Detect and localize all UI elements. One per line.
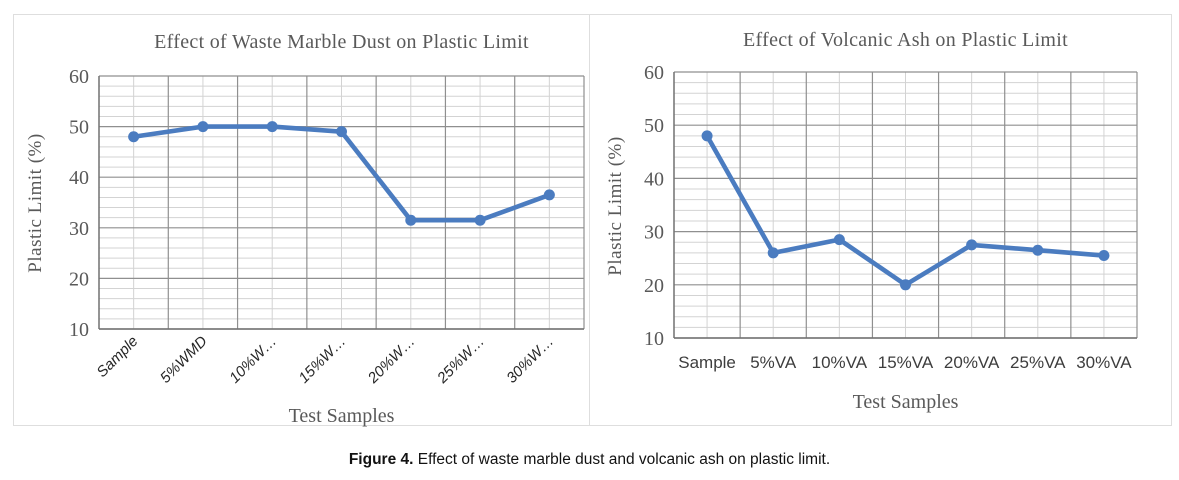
x-tick-label: 25%W… [433,333,488,388]
chart-panel-marble-dust: Effect of Waste Marble Dust on Plastic L… [13,14,590,427]
x-tick-label: 15%W… [295,333,349,387]
y-tick-label: 40 [644,168,664,190]
data-point-marker [1098,250,1110,262]
data-point-marker [474,214,486,226]
data-point-marker [833,234,845,246]
x-tick-label: 25%VA [1010,353,1066,372]
data-point-marker [1032,244,1044,256]
x-tick-label: 10%VA [812,353,868,372]
x-tick-label: 20%VA [944,353,1000,372]
data-point-marker [900,279,911,291]
data-point-marker [767,247,779,259]
line-chart-marble-dust: 10 20 30 40 50 60 Sample 5%WMD 10%W… 15%W… 20%W… 25… [69,66,585,388]
x-tick-label: 10%W… [226,333,280,387]
data-point-marker [128,131,140,143]
data-point-marker [543,189,555,201]
x-tick-label: 15%VA [878,353,934,372]
x-axis-title-volcanic-ash: Test Samples [852,391,959,413]
data-point-marker [701,130,713,142]
y-tick-label: 20 [644,275,664,297]
y-tick-label: 50 [69,117,89,139]
y-tick-label: 30 [644,222,664,244]
x-tick-label: 30%VA [1076,353,1132,372]
x-axis-title-marble-dust: Test Samples [288,405,395,427]
x-tick-label: 5%WMD [157,333,211,387]
data-point-marker [197,121,209,133]
chart-panel-volcanic-ash: Effect of Volcanic Ash on Plastic Limit … [590,14,1172,426]
x-tick-label: 5%VA [750,353,797,372]
data-point-marker [405,214,417,226]
x-tick-label: Sample [93,333,141,381]
x-tick-label: Sample [678,353,736,372]
chart-title-volcanic-ash: Effect of Volcanic Ash on Plastic Limit [743,29,1068,51]
y-tick-label: 60 [644,62,664,84]
figure-caption: Figure 4. Effect of waste marble dust an… [0,451,1179,469]
data-point-marker [966,239,978,251]
y-tick-label: 10 [69,319,89,341]
y-tick-label: 60 [69,66,89,88]
y-tick-label: 20 [69,268,89,290]
y-tick-label: 10 [644,328,664,350]
x-tick-label: 20%W… [364,333,419,388]
data-point-marker [336,126,347,138]
line-chart-volcanic-ash: 10 20 30 40 50 60 Sample 5%VA 10%VA 15%VA 20%VA 25%… [644,62,1138,372]
figure-caption-label: Figure 4. [348,451,414,468]
y-tick-label: 50 [644,115,664,137]
y-tick-label: 40 [69,167,89,189]
data-point-marker [266,121,278,133]
chart-title-marble-dust: Effect of Waste Marble Dust on Plastic L… [154,31,529,53]
x-tick-label: 30%W… [503,333,557,387]
figure-caption-text: Effect of waste marble dust and volcanic… [413,451,831,468]
y-tick-label: 30 [69,218,89,240]
